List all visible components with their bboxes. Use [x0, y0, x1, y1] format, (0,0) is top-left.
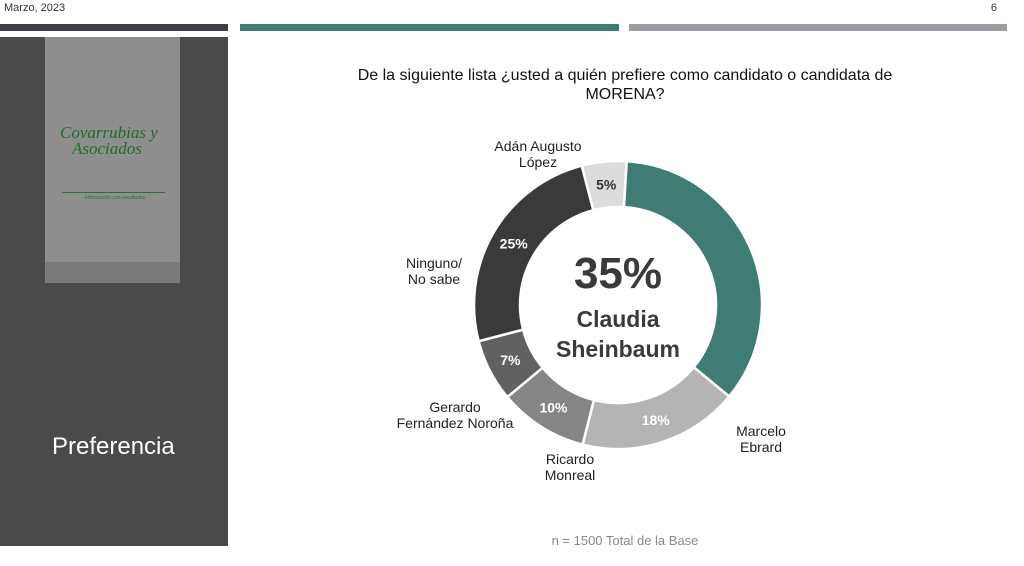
slice-label-ebrard: Ebrard — [740, 439, 782, 455]
donut-slice-ebrard — [581, 365, 731, 451]
chart-title: De la siguiente lista ¿usted a quién pre… — [357, 67, 893, 103]
donut-slice-lopez — [580, 159, 628, 212]
slice-label-lopez: López — [519, 154, 557, 170]
logo-line-1: Covarrubias y — [60, 123, 158, 142]
slice-label-norona: Gerardo — [429, 399, 481, 415]
slice-label-monreal: Ricardo — [546, 451, 594, 467]
sample-footnote: n = 1500 Total de la Base — [551, 533, 699, 548]
company-logo: Covarrubias y Asociados — [60, 123, 175, 158]
slice-value-lopez: 5% — [596, 177, 617, 193]
logo-line-2: Asociados — [72, 139, 142, 158]
center-label: Claudia — [576, 306, 659, 332]
slice-label-ninguno: No sabe — [408, 271, 460, 287]
logo-underline — [62, 192, 165, 193]
slice-value-ninguno: 25% — [500, 236, 529, 252]
center-label: Sheinbaum — [556, 336, 680, 362]
donut-slice-sheinbaum — [622, 159, 764, 399]
section-title: Preferencia — [52, 433, 175, 460]
logo-panel-strip — [45, 262, 180, 283]
header-bar-gray — [629, 24, 1007, 31]
slice-label-ninguno: Ninguno/ — [406, 255, 462, 271]
logo-panel — [45, 37, 180, 283]
slice-label-norona: Fernández Noroña — [397, 415, 514, 431]
center-value: 35% — [574, 249, 662, 298]
slice-label-lopez: Adán Augusto — [494, 138, 581, 154]
logo-tagline: Información con resultados — [84, 195, 146, 201]
slice-label-ebrard: Marcelo — [736, 423, 786, 439]
slice-label-monreal: Monreal — [545, 467, 596, 483]
slice-value-ebrard: 18% — [642, 412, 671, 428]
slice-value-monreal: 10% — [539, 399, 568, 415]
header-bar-dark — [0, 24, 228, 31]
sidebar: Covarrubias y Asociados Información con … — [0, 37, 228, 546]
header-bar-teal — [240, 24, 619, 31]
slice-value-norona: 7% — [500, 352, 521, 368]
page-number: 6 — [990, 2, 997, 14]
report-date: Marzo, 2023 — [4, 2, 66, 14]
